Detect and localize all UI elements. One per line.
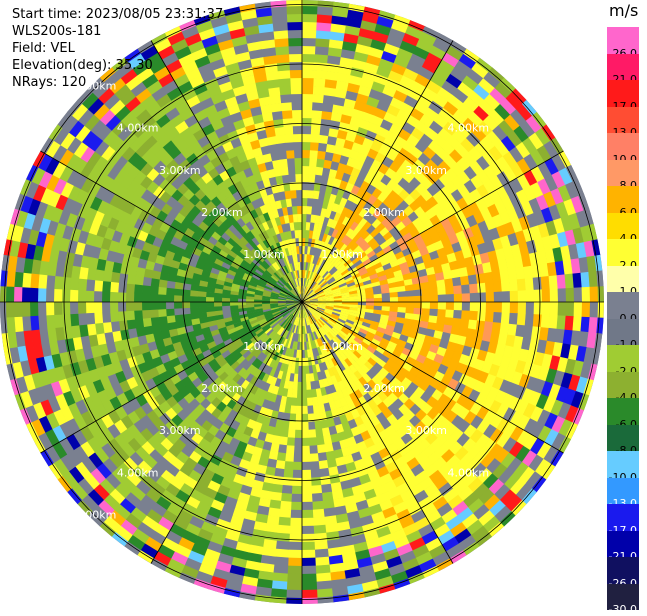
instrument-text: WLS200s-181 — [12, 23, 223, 40]
colorbar-cell: -4.0 — [607, 372, 639, 399]
range-ring-label: 1.00km — [321, 340, 363, 353]
range-ring-label: 2.00km — [363, 382, 405, 395]
scan-info: Start time: 2023/08/05 23:31:37 WLS200s-… — [12, 6, 223, 91]
colorbar-cell: 17.0 — [607, 80, 639, 107]
colorbar-cell: -13.0 — [607, 478, 639, 505]
colorbar-cell: -30.0 — [607, 584, 639, 611]
elevation-text: Elevation(deg): 35.30 — [12, 57, 223, 74]
colorbar-cell: -8.0 — [607, 425, 639, 452]
colorbar-cell: 13.0 — [607, 107, 639, 134]
nrays-text: NRays: 120 — [12, 74, 223, 91]
colorbar-cell: 2.0 — [607, 239, 639, 266]
range-ring-label: 3.00km — [159, 164, 201, 177]
field-text: Field: VEL — [12, 40, 223, 57]
colorbar-cell: 1.0 — [607, 266, 639, 293]
colorbar-cell: -26.0 — [607, 557, 639, 584]
colorbar-cell: -10.0 — [607, 451, 639, 478]
range-ring-label: 1.00km — [243, 248, 285, 261]
colorbar-tick-label: -30.0 — [609, 603, 637, 616]
colorbar-cell: 10.0 — [607, 133, 639, 160]
colorbar-cell: -17.0 — [607, 504, 639, 531]
range-ring-label: 5.00km — [75, 508, 117, 521]
range-ring-label: 4.00km — [117, 122, 159, 135]
colorbar-cell: -6.0 — [607, 398, 639, 425]
range-ring-label: 2.00km — [201, 206, 243, 219]
colorbar-cell: -21.0 — [607, 531, 639, 558]
colorbar-cell: -2.0 — [607, 345, 639, 372]
colorbar-cell: 6.0 — [607, 186, 639, 213]
range-ring-label: 1.00km — [321, 248, 363, 261]
colorbar-cell: 0.0 — [607, 292, 639, 319]
start-time-text: Start time: 2023/08/05 23:31:37 — [12, 6, 223, 23]
colorbar-unit: m/s — [609, 1, 638, 20]
colorbar-cell: -1.0 — [607, 319, 639, 346]
range-ring-label: 3.00km — [405, 164, 447, 177]
colorbar-cell: 4.0 — [607, 213, 639, 240]
range-ring-label: 2.00km — [363, 206, 405, 219]
range-ring-label: 4.00km — [448, 122, 490, 135]
range-ring-label: 4.00km — [117, 466, 159, 479]
range-ring-label: 3.00km — [405, 424, 447, 437]
colorbar-cell: 21.0 — [607, 54, 639, 81]
range-ring-label: 3.00km — [159, 424, 201, 437]
colorbar-cell: 8.0 — [607, 160, 639, 187]
range-ring-label: 1.00km — [243, 340, 285, 353]
colorbar-cell: 26.0 — [607, 27, 639, 54]
ppi-velocity-plot: 1.00km 2.00km 3.00km 4.00km 5.00km 1.00km 2.00… — [0, 0, 607, 607]
colorbar: 26.021.017.013.010.08.06.04.02.01.00.0-1… — [607, 27, 639, 610]
range-ring-label: 4.00km — [448, 466, 490, 479]
range-ring-label: 2.00km — [201, 382, 243, 395]
